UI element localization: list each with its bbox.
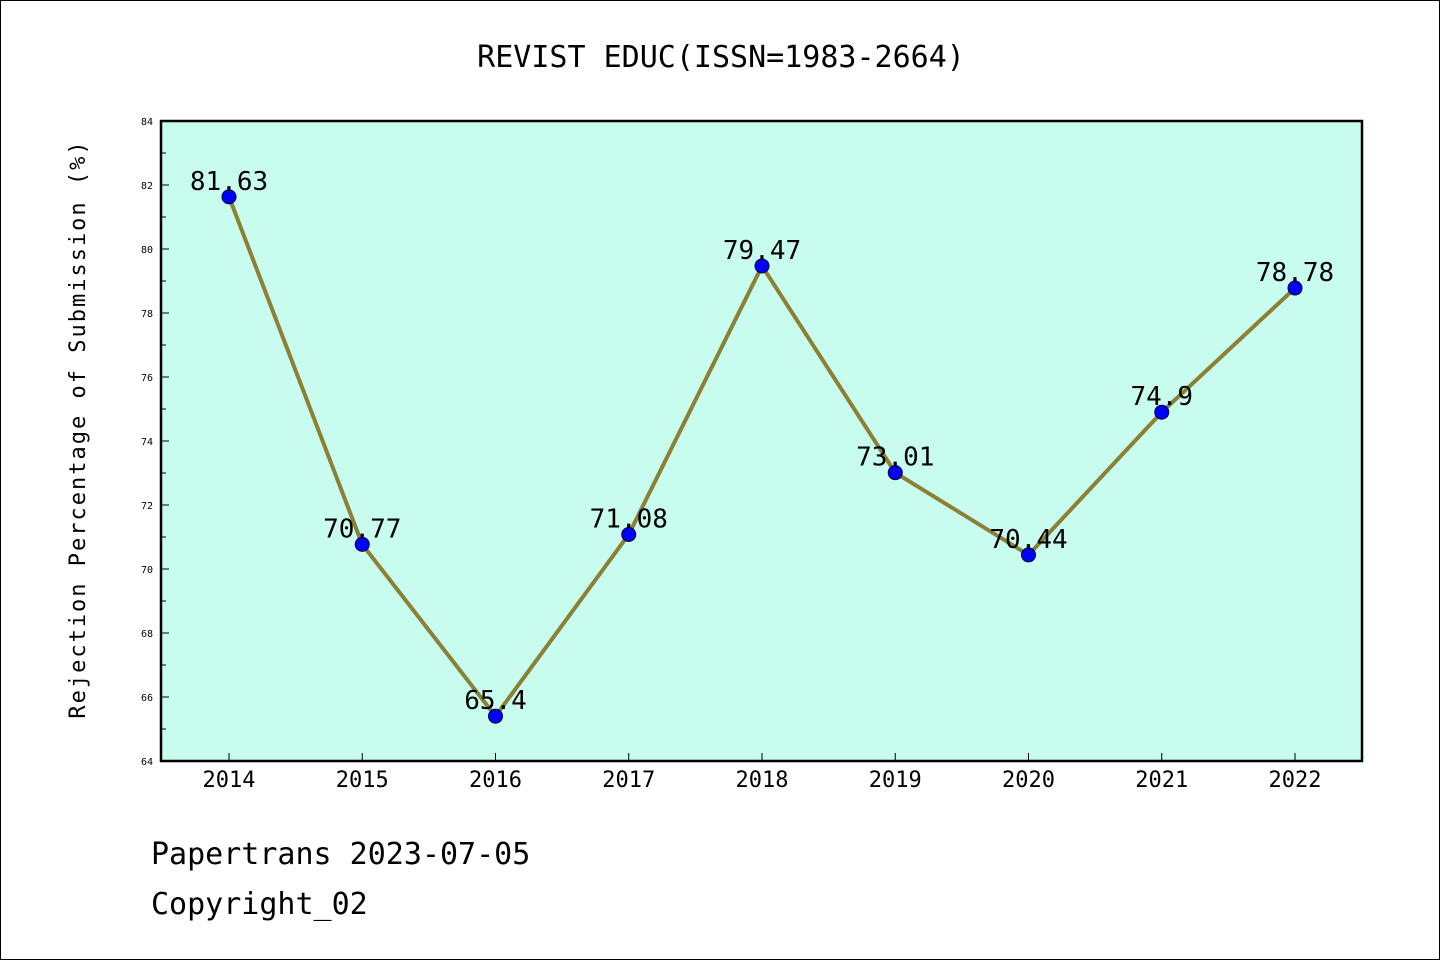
x-axis: 2014 2015 2016 2017 2018 2019 2020 2021 2022 bbox=[203, 753, 1322, 793]
footer-source: Papertrans 2023-07-05 bbox=[151, 837, 531, 872]
data-point bbox=[1021, 547, 1036, 563]
data-point bbox=[1287, 280, 1303, 296]
data-point bbox=[887, 465, 903, 481]
y-tick-label: 72 bbox=[141, 501, 153, 512]
data-label: 74.9 bbox=[1130, 382, 1193, 412]
x-tick-label: 2017 bbox=[602, 768, 655, 793]
y-tick-label: 74 bbox=[141, 437, 153, 448]
x-tick-label: 2022 bbox=[1269, 768, 1322, 793]
data-label: 70.77 bbox=[323, 514, 401, 544]
data-point bbox=[221, 189, 237, 205]
x-tick-label: 2014 bbox=[203, 768, 256, 793]
data-label: 79.47 bbox=[723, 236, 801, 266]
y-tick-label: 68 bbox=[141, 629, 153, 640]
plot-border bbox=[159, 119, 1364, 763]
x-tick-label: 2019 bbox=[869, 768, 922, 793]
data-point bbox=[754, 258, 770, 274]
x-tick-label: 2015 bbox=[336, 768, 389, 793]
data-point bbox=[354, 536, 370, 552]
data-point bbox=[621, 526, 637, 542]
x-tick-label: 2021 bbox=[1135, 768, 1188, 793]
y-tick-label: 82 bbox=[141, 181, 153, 192]
data-label: 78.78 bbox=[1256, 258, 1334, 288]
y-tick-label: 78 bbox=[141, 309, 153, 320]
plot-area bbox=[161, 121, 1362, 761]
y-tick-label: 64 bbox=[141, 757, 153, 768]
y-tick-label: 76 bbox=[141, 373, 153, 384]
data-label: 81.63 bbox=[190, 167, 268, 197]
data-markers bbox=[221, 189, 1303, 724]
data-point bbox=[1154, 404, 1170, 420]
x-tick-label: 2018 bbox=[736, 768, 789, 793]
data-label: 70.44 bbox=[989, 525, 1067, 555]
x-tick-label: 2016 bbox=[469, 768, 522, 793]
y-axis-label: Rejection Percentage of Submission (%) bbox=[66, 139, 91, 718]
data-label: 65.4 bbox=[464, 686, 527, 716]
y-tick-label: 80 bbox=[141, 245, 153, 256]
y-tick-label: 84 bbox=[141, 117, 153, 128]
x-tick-label: 2020 bbox=[1002, 768, 1055, 793]
data-label: 73.01 bbox=[856, 443, 934, 473]
y-tick-label: 66 bbox=[141, 693, 153, 704]
y-tick-label: 70 bbox=[141, 565, 153, 576]
footer-copyright: Copyright_02 bbox=[151, 887, 368, 922]
chart-title: REVIST EDUC(ISSN=1983-2664) bbox=[477, 40, 965, 75]
data-labels: 81.63 70.77 65.4 71.08 79.47 73.01 70.44 74.9 78… bbox=[190, 167, 1334, 716]
data-label: 71.08 bbox=[590, 504, 668, 534]
data-point bbox=[488, 708, 503, 724]
